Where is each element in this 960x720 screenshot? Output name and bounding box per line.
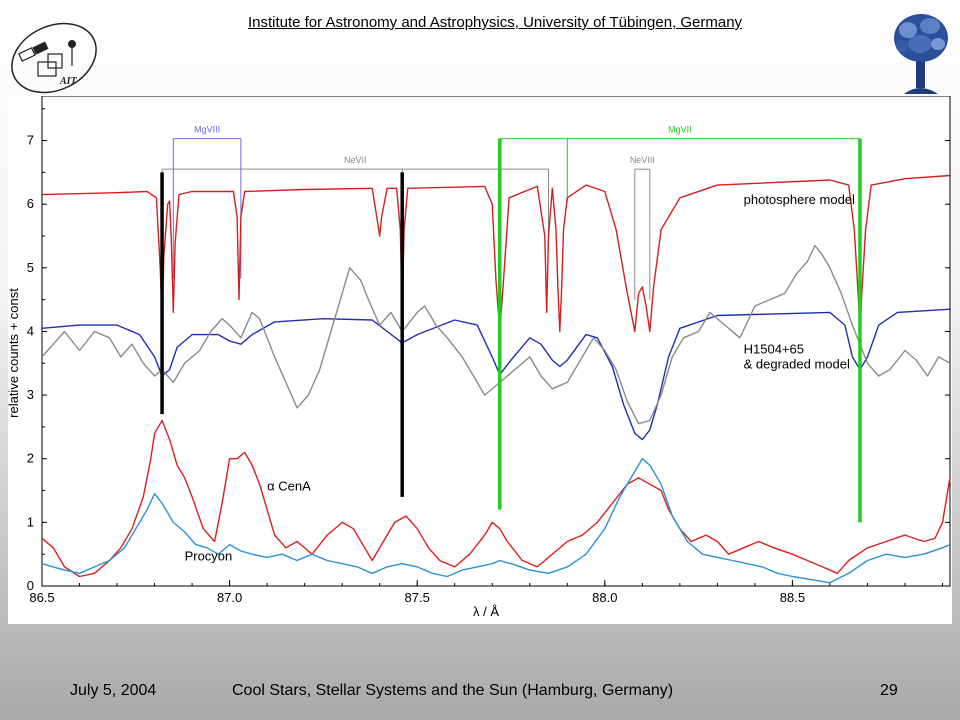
annotation-cena: α CenA [267,479,311,494]
y-tick-label: 2 [27,451,34,466]
annotation-photosphere: photosphere model [744,192,855,207]
y-axis-label: relative counts + const [8,288,21,418]
line-id-label: MgVIII [194,125,220,135]
series-procyon [41,458,951,584]
x-tick-label: 86.5 [29,590,54,605]
y-tick-label: 0 [27,578,34,593]
y-tick-label: 5 [27,260,34,275]
footer-event: Cool Stars, Stellar Systems and the Sun … [232,682,674,699]
x-tick-label: 88.0 [592,590,617,605]
annotation-h1504-b: & degraded model [744,356,850,371]
plot-panel: 0 1 2 3 4 5 6 7 86.5 87.0 87.5 88.0 88.5 λ / Å relativ… [8,96,952,624]
ait-logo: AIT [11,22,97,94]
x-tick-label: 87.0 [217,590,242,605]
y-tick-label: 3 [27,387,34,402]
series-cena [41,419,951,578]
y-tick-label: 4 [27,323,34,338]
series-h1504-65-degraded-model [41,308,951,441]
footer-date: July 5, 2004 [70,682,157,699]
x-tick-label: 87.5 [405,590,430,605]
header-title: Institute for Astronomy and Astrophysics… [247,14,743,31]
annotation-h1504-a: H1504+65 [744,342,804,357]
x-tick-label: 88.5 [780,590,805,605]
ait-logo-text: AIT [59,76,78,87]
series-photosphere-model [41,174,951,333]
line-id-label: NeVIII [630,155,655,165]
y-tick-label: 1 [27,514,34,529]
y-tick-label: 6 [27,196,34,211]
tree-logo [894,14,948,94]
line-id-label: MgVII [668,125,692,135]
x-axis-label: λ / Å [473,604,499,619]
line-id-label: NeVII [344,155,367,165]
plot-frame [41,96,951,587]
series-observed [41,244,951,425]
spectrum-chart: 0 1 2 3 4 5 6 7 86.5 87.0 87.5 88.0 88.5 λ / Å relativ… [8,96,951,619]
y-tick-label: 7 [27,133,34,148]
annotation-procyon: Procyon [185,549,233,564]
footer-page: 29 [880,682,898,699]
